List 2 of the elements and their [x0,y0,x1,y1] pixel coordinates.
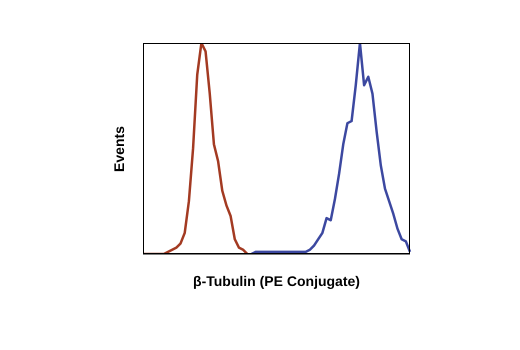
x-axis-title: β-Tubulin (PE Conjugate) [193,273,360,289]
y-axis-title: Events [111,126,127,172]
